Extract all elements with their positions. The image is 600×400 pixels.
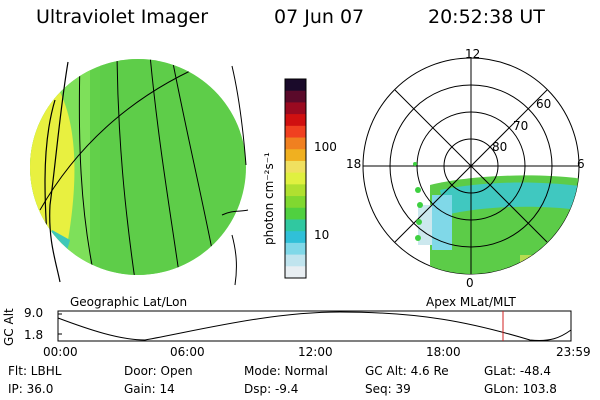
alt-xtick-1: 06:00 xyxy=(170,345,205,359)
alt-ylabel: GC Alt xyxy=(2,308,16,346)
colorbar-band xyxy=(285,102,306,115)
alt-ytick-1-8: 1.8 xyxy=(24,328,44,342)
info-gc-alt: GC Alt: 4.6 Re xyxy=(365,364,449,378)
info-dsp: Dsp: -9.4 xyxy=(244,382,299,396)
colorbar-band xyxy=(285,231,306,244)
date-label: 07 Jun 07 xyxy=(274,6,365,28)
colorbar-band xyxy=(285,184,306,197)
instrument-title: Ultraviolet Imager xyxy=(36,6,209,28)
alt-xtick-4: 23:59 xyxy=(556,345,591,359)
time-label: 20:52:38 UT xyxy=(428,6,545,28)
colorbar-tick-100: 100 xyxy=(314,140,337,154)
colorbar-band xyxy=(285,137,306,150)
mlt-label-6: 6 xyxy=(577,157,585,171)
colorbar-band xyxy=(285,172,306,185)
info-gain: Gain: 14 xyxy=(124,382,175,396)
colorbar-unit-label: photon cm⁻²s⁻¹ xyxy=(262,152,276,245)
colorbar xyxy=(285,79,306,279)
alt-ytick-9: 9.0 xyxy=(24,306,44,320)
mlt-label-0: 0 xyxy=(466,276,474,290)
altitude-plot xyxy=(57,310,572,342)
colorbar-band xyxy=(285,266,306,279)
geographic-image xyxy=(30,59,249,286)
colorbar-tick-10: 10 xyxy=(314,228,330,242)
colorbar-band xyxy=(285,160,306,174)
mlt-label-18: 18 xyxy=(346,157,362,171)
colorbar-band xyxy=(285,219,306,232)
info-mode: Mode: Normal xyxy=(244,364,328,378)
alt-xtick-0: 00:00 xyxy=(43,345,78,359)
alt-xtick-3: 18:00 xyxy=(426,345,461,359)
colorbar-band xyxy=(285,114,306,127)
colorbar-band xyxy=(285,242,306,256)
info-glat: GLat: -48.4 xyxy=(484,364,551,378)
polar-image xyxy=(362,57,580,275)
colorbar-band xyxy=(285,207,306,220)
info-flt: Flt: LBHL xyxy=(8,364,62,378)
info-seq: Seq: 39 xyxy=(365,382,411,396)
lat-label-60: 60 xyxy=(536,97,552,111)
info-glon: GLon: 103.8 xyxy=(484,382,557,396)
lat-label-70: 70 xyxy=(513,119,529,133)
colorbar-band xyxy=(285,196,306,209)
alt-xtick-2: 12:00 xyxy=(298,345,333,359)
colorbar-band xyxy=(285,90,306,103)
colorbar-band xyxy=(285,125,306,139)
mlt-label-12: 12 xyxy=(465,47,481,61)
geographic-label: Geographic Lat/Lon xyxy=(70,295,188,309)
colorbar-band xyxy=(285,254,306,267)
colorbar-band xyxy=(285,79,306,92)
info-ip: IP: 36.0 xyxy=(8,382,54,396)
lat-label-80: 80 xyxy=(492,140,508,154)
colorbar-band xyxy=(285,149,306,162)
apex-label: Apex MLat/MLT xyxy=(426,295,516,309)
info-door: Door: Open xyxy=(124,364,193,378)
